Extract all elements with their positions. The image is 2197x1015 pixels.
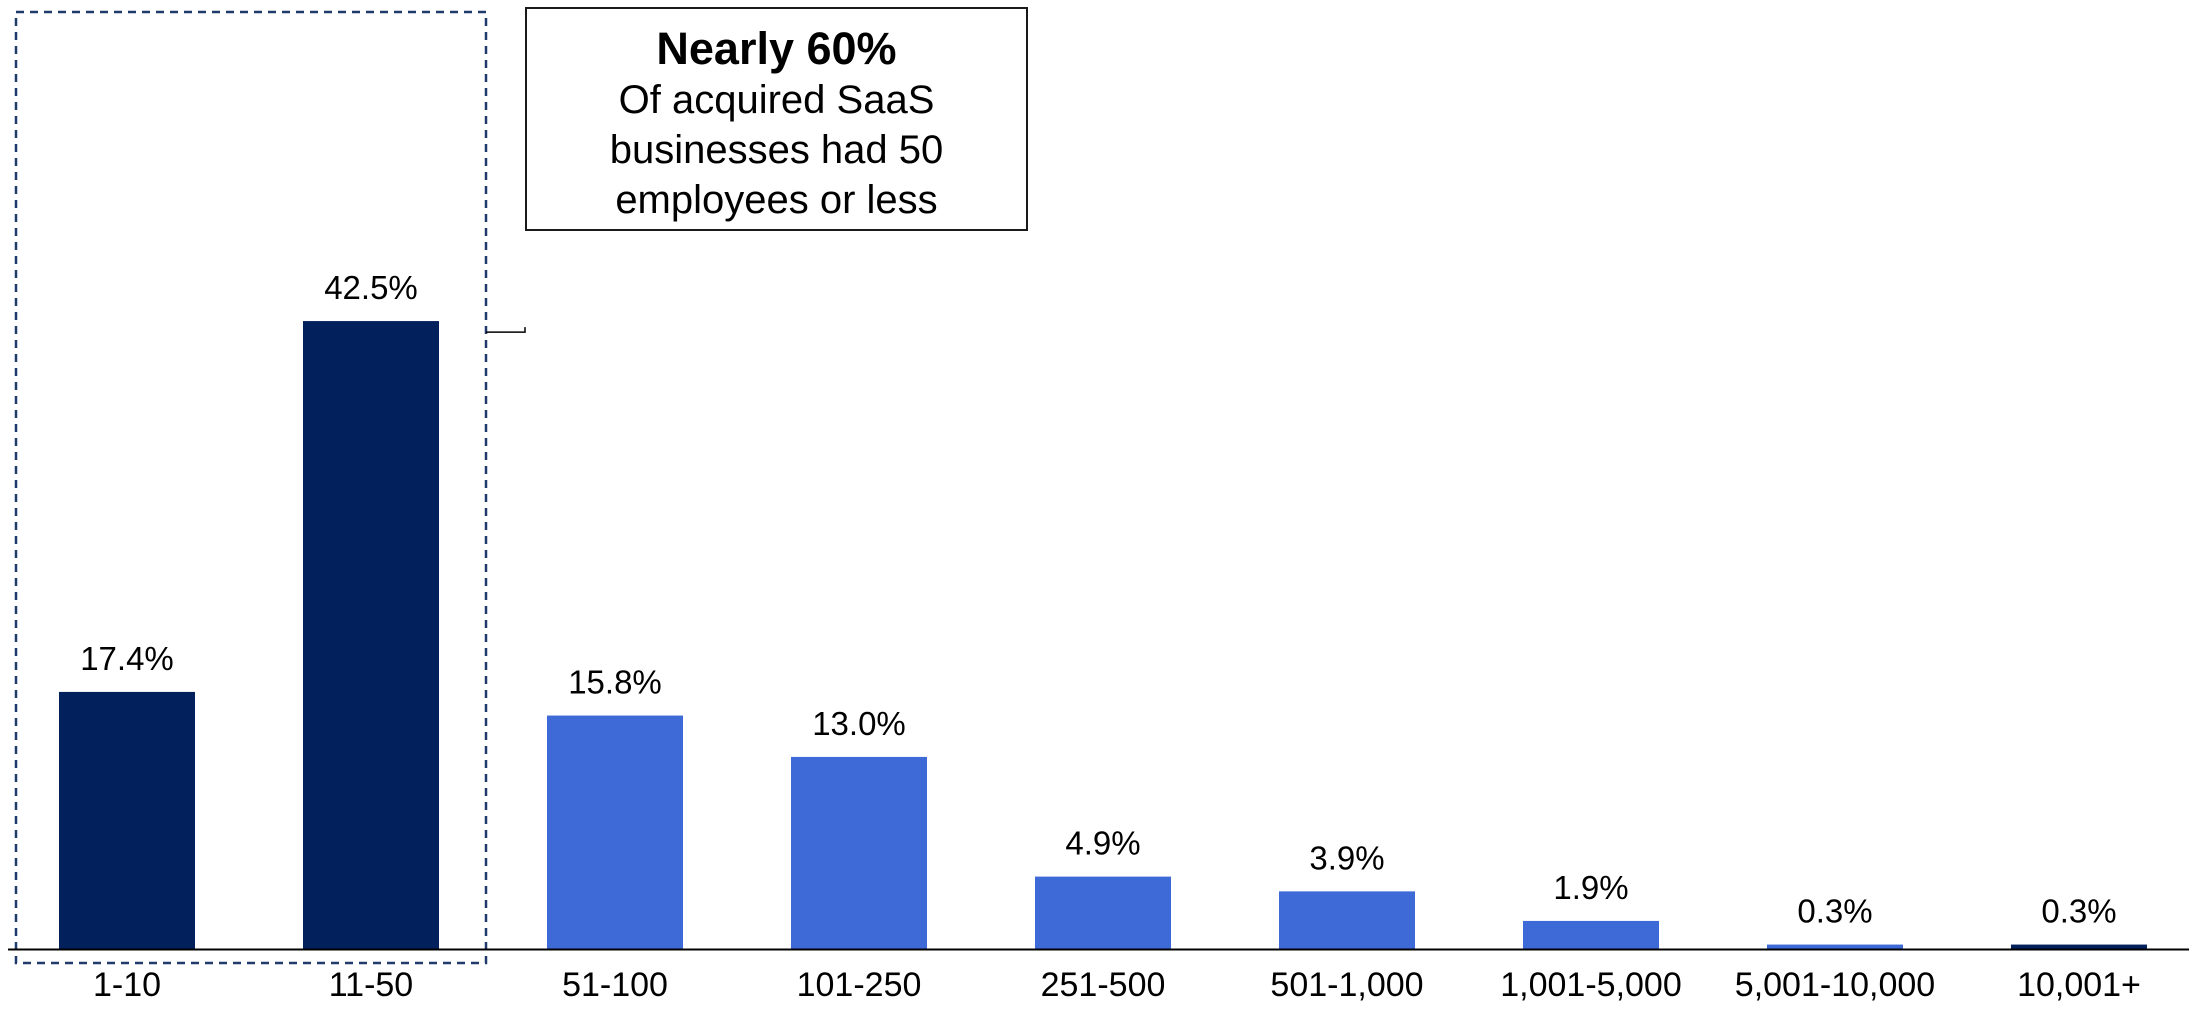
bar-value-label: 4.9% xyxy=(1065,825,1140,862)
bar xyxy=(1279,891,1415,949)
x-tick-label: 101-250 xyxy=(797,966,922,1004)
bar xyxy=(303,321,439,949)
bar-value-label: 1.9% xyxy=(1553,869,1628,906)
bar-value-label: 15.8% xyxy=(568,664,662,701)
bar xyxy=(547,715,683,949)
highlight-frame xyxy=(14,10,488,965)
bars-layer xyxy=(59,321,2147,949)
bar-value-label: 3.9% xyxy=(1309,839,1384,876)
bar xyxy=(1035,876,1171,949)
bar-value-label: 17.4% xyxy=(80,640,174,677)
x-tick-label: 11-50 xyxy=(329,966,413,1004)
annotation-headline: Nearly 60% xyxy=(656,23,897,74)
x-tick-label: 5,001-10,000 xyxy=(1735,966,1935,1004)
bar-value-label: 0.3% xyxy=(1797,893,1872,930)
x-tick-label: 1,001-5,000 xyxy=(1500,966,1682,1004)
bar xyxy=(2011,944,2147,949)
labels-layer: 17.4% 1-10 42.5% 11-50 15.8% 51-100 13.0% 101-2… xyxy=(80,269,2141,1004)
bar xyxy=(59,691,195,949)
x-tick-label: 10,001+ xyxy=(2017,966,2141,1004)
bar xyxy=(791,756,927,949)
x-tick-label: 51-100 xyxy=(562,966,668,1004)
bar-value-label: 13.0% xyxy=(812,705,906,742)
x-tick-label: 1-10 xyxy=(93,966,161,1004)
annotation-body: Of acquired SaaS businesses had 50 emplo… xyxy=(609,78,944,222)
bar-value-label: 0.3% xyxy=(2041,893,2116,930)
highlight-layer xyxy=(14,10,526,965)
annotation-callout: Nearly 60% Of acquired SaaS businesses h… xyxy=(525,7,1028,231)
bar xyxy=(1523,920,1659,949)
x-tick-label: 501-1,000 xyxy=(1270,966,1423,1004)
x-tick-label: 251-500 xyxy=(1041,966,1166,1004)
callout-connector xyxy=(486,327,526,333)
bar-value-label: 42.5% xyxy=(324,269,418,306)
bar xyxy=(1767,944,1903,949)
